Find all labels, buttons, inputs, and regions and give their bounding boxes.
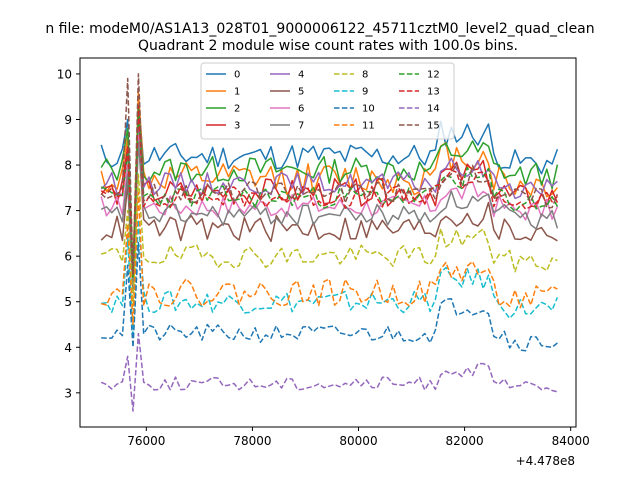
y-tick-label: 4 (64, 341, 72, 355)
legend-label: 8 (362, 70, 368, 81)
series-line-5 (100, 136, 558, 294)
legend-label: 15 (427, 121, 440, 132)
y-tick-label: 10 (57, 67, 72, 81)
series-line-11 (101, 191, 558, 326)
x-offset-label: +4.478e8 (516, 454, 575, 468)
y-tick-label: 8 (64, 159, 72, 173)
chart-title: Quadrant 2 module wise count rates with … (138, 38, 518, 54)
legend-label: 3 (234, 121, 240, 132)
series-line-9 (101, 218, 559, 339)
legend-label: 11 (362, 121, 375, 132)
x-tick-label: 84000 (552, 434, 590, 448)
series-line-14 (100, 332, 558, 412)
y-tick-label: 7 (64, 204, 72, 218)
legend-label: 10 (362, 104, 375, 115)
series-line-8 (100, 173, 558, 308)
y-tick-label: 3 (64, 386, 72, 400)
legend-label: 0 (234, 70, 240, 81)
series-lines (100, 73, 559, 412)
series-line-2 (100, 105, 559, 280)
legend-label: 12 (427, 70, 440, 81)
y-tick-label: 5 (64, 295, 72, 309)
legend-label: 4 (298, 70, 304, 81)
legend-frame (200, 62, 455, 140)
series-line-13 (100, 105, 558, 276)
x-axis: 76000 78000 80000 82000 84000 (127, 427, 590, 448)
x-tick-label: 78000 (233, 434, 271, 448)
x-tick-label: 82000 (446, 434, 484, 448)
series-line-10 (101, 241, 558, 352)
y-tick-label: 9 (64, 113, 72, 127)
legend-label: 1 (234, 87, 240, 98)
series-line-0 (100, 100, 559, 276)
x-tick-label: 80000 (339, 434, 377, 448)
series-line-7 (100, 141, 559, 289)
series-line-15 (100, 73, 559, 276)
legend-label: 13 (427, 87, 440, 98)
series-line-4 (100, 123, 558, 276)
plot-area-frame (79, 57, 577, 428)
figure-suptitle: n file: modeM0/AS1A13_028T01_9000006122_… (45, 21, 594, 37)
legend-label: 6 (298, 104, 304, 115)
legend-label: 2 (234, 104, 240, 115)
y-tick-label: 6 (64, 250, 72, 264)
legend-label: 14 (427, 104, 440, 115)
legend-label: 5 (298, 87, 304, 98)
legend-label: 7 (298, 121, 304, 132)
y-axis: 3 4 5 6 7 8 9 10 (57, 67, 80, 400)
legend-label: 9 (362, 87, 368, 98)
x-tick-label: 76000 (127, 434, 165, 448)
